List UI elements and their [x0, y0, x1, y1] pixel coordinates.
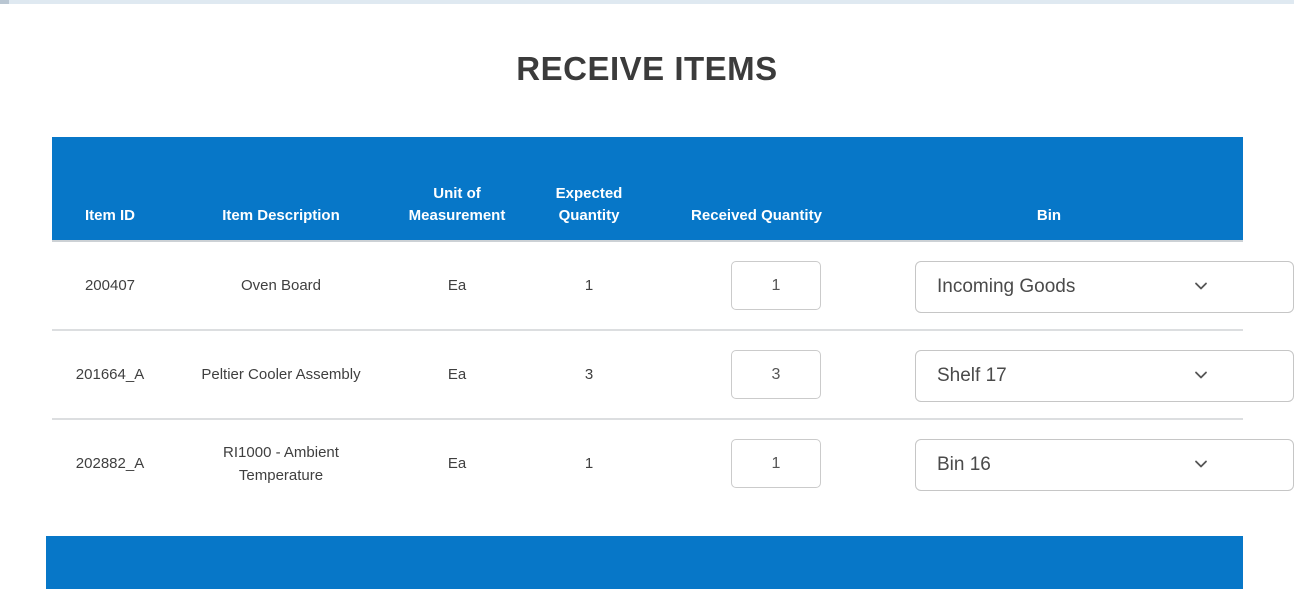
expected-quantity-cell: 1	[584, 455, 594, 472]
column-header-expected-quantity: Expected Quantity	[555, 185, 623, 224]
column-header-bin: Bin	[1036, 207, 1062, 224]
unit-of-measurement-cell: Ea	[447, 366, 467, 383]
column-header-received-quantity: Received Quantity	[691, 207, 822, 224]
table-row: 202882_A RI1000 - Ambient Temperature Ea…	[52, 420, 1294, 507]
item-id-cell: 200407	[84, 277, 136, 294]
received-quantity-input[interactable]	[731, 261, 821, 310]
table-row: 201664_A Peltier Cooler Assembly Ea 3 Sh…	[52, 331, 1294, 420]
table-row: 200407 Oven Board Ea 1 Incoming Goods	[52, 242, 1294, 331]
column-header-item-id: Item ID	[84, 207, 135, 224]
column-header-unit-of-measurement: Unit of Measurement	[408, 185, 506, 224]
item-id-cell: 201664_A	[75, 366, 145, 383]
page-title: RECEIVE ITEMS	[516, 50, 778, 87]
bin-select-wrap: Bin 16	[915, 438, 1294, 491]
bin-cell: Incoming Goods	[855, 260, 1294, 313]
unit-of-measurement-cell: Ea	[447, 277, 467, 294]
bin-select[interactable]: Bin 16	[915, 438, 1294, 491]
received-quantity-input[interactable]	[731, 350, 821, 399]
receive-items-table: Item ID Item Description Unit of Measure…	[52, 137, 1294, 507]
unit-of-measurement-cell: Ea	[447, 455, 467, 472]
received-quantity-cell	[658, 439, 855, 488]
item-description-cell: Oven Board	[240, 277, 322, 294]
received-quantity-cell	[658, 350, 855, 399]
bin-select-wrap: Shelf 17	[915, 349, 1294, 402]
bin-select[interactable]: Shelf 17	[915, 349, 1294, 402]
bottom-bar	[46, 536, 1243, 589]
received-quantity-input[interactable]	[731, 439, 821, 488]
received-quantity-cell	[658, 261, 855, 310]
table-header-row: Item ID Item Description Unit of Measure…	[52, 137, 1243, 242]
bin-cell: Bin 16	[855, 438, 1294, 491]
item-description-cell: Peltier Cooler Assembly	[201, 366, 361, 383]
bin-select[interactable]: Incoming Goods	[915, 260, 1294, 313]
item-description-cell: RI1000 - Ambient Temperature	[223, 443, 339, 484]
top-strip	[0, 0, 1294, 4]
expected-quantity-cell: 1	[584, 277, 594, 294]
column-header-item-description: Item Description	[222, 207, 340, 224]
bin-cell: Shelf 17	[855, 349, 1294, 402]
top-strip-left-segment	[0, 0, 9, 4]
expected-quantity-cell: 3	[584, 366, 594, 383]
item-id-cell: 202882_A	[75, 455, 145, 472]
bin-select-wrap: Incoming Goods	[915, 260, 1294, 313]
